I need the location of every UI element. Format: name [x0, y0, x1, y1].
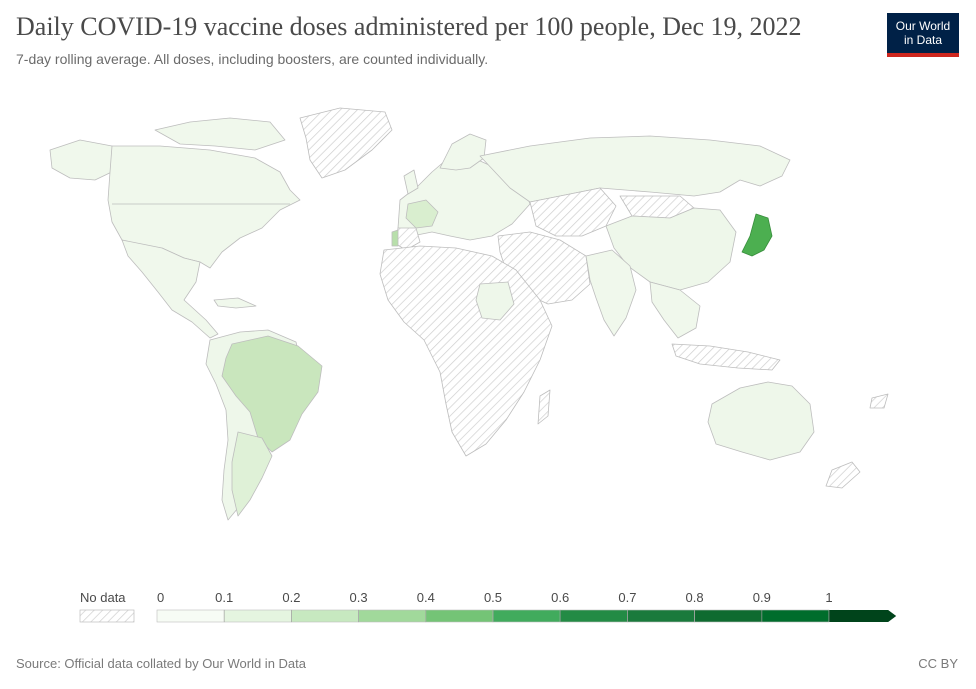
legend-no-data-swatch	[79, 609, 135, 623]
legend-tick-label: 0.8	[686, 590, 704, 605]
region-new-zealand[interactable]	[825, 461, 861, 489]
region-sudan[interactable]	[475, 281, 515, 321]
region-mexico[interactable]	[121, 239, 219, 339]
region-india[interactable]	[585, 249, 637, 337]
legend-tick-label: 0.5	[484, 590, 502, 605]
legend-tick-label: 0.4	[417, 590, 435, 605]
legend-swatch[interactable]	[694, 609, 763, 623]
legend-swatch[interactable]	[425, 609, 494, 623]
legend-swatch[interactable]	[492, 609, 561, 623]
region-uk[interactable]	[403, 169, 419, 195]
region-southeast-asia[interactable]	[649, 281, 701, 339]
legend-tick-label: 0.6	[551, 590, 569, 605]
source-note: Source: Official data collated by Our Wo…	[16, 656, 306, 671]
region-portugal[interactable]	[391, 229, 399, 247]
region-madagascar[interactable]	[537, 389, 551, 425]
legend-tick-label: 1	[825, 590, 832, 605]
region-pacific-islands[interactable]	[869, 393, 889, 409]
map-legend: No data 0 0.1 0.2 0.3 0.4 0.5 0.6 0.7 0.8 0.9 1	[79, 590, 897, 623]
legend-swatch[interactable]	[559, 609, 628, 623]
region-indonesia[interactable]	[671, 343, 781, 371]
region-argentina[interactable]	[231, 431, 273, 517]
legend-tick-label: 0.1	[215, 590, 233, 605]
legend-no-data-label: No data	[80, 590, 126, 605]
region-japan[interactable]	[741, 213, 773, 257]
legend-tick-label: 0.9	[753, 590, 771, 605]
chart-title: Daily COVID-19 vaccine doses administere…	[16, 12, 802, 41]
legend-tick-label: 0.7	[618, 590, 636, 605]
region-brazil[interactable]	[221, 335, 323, 453]
region-caribbean[interactable]	[213, 297, 257, 309]
chart-subtitle: 7-day rolling average. All doses, includ…	[16, 51, 489, 67]
legend-swatch-max[interactable]	[829, 610, 897, 622]
region-scandinavia[interactable]	[439, 133, 487, 171]
region-alaska[interactable]	[49, 139, 121, 181]
logo-line-2: in Data	[903, 33, 943, 47]
region-france[interactable]	[405, 199, 439, 229]
region-greenland[interactable]	[299, 107, 393, 179]
legend-tick-label: 0	[157, 590, 164, 605]
legend-swatch[interactable]	[358, 609, 427, 623]
region-north-america[interactable]	[107, 145, 301, 269]
legend-tick-label: 0.3	[350, 590, 368, 605]
region-arctic-islands[interactable]	[154, 117, 286, 151]
legend-swatch[interactable]	[156, 609, 225, 623]
logo-line-1: Our World	[895, 19, 951, 33]
region-australia[interactable]	[707, 381, 815, 461]
logo-accent-bar	[887, 53, 959, 57]
legend-color-scale: 0 0.1 0.2 0.3 0.4 0.5 0.6 0.7 0.8 0.9 1	[156, 590, 897, 623]
world-map	[49, 107, 889, 521]
license-label[interactable]: CC BY	[918, 656, 958, 671]
legend-tick-label: 0.2	[282, 590, 300, 605]
legend-swatch[interactable]	[627, 609, 695, 623]
owid-logo[interactable]: Our World in Data	[887, 13, 959, 57]
region-russia[interactable]	[479, 135, 791, 203]
legend-swatch[interactable]	[223, 609, 292, 623]
legend-swatch[interactable]	[761, 609, 830, 623]
legend-swatch[interactable]	[291, 609, 359, 623]
